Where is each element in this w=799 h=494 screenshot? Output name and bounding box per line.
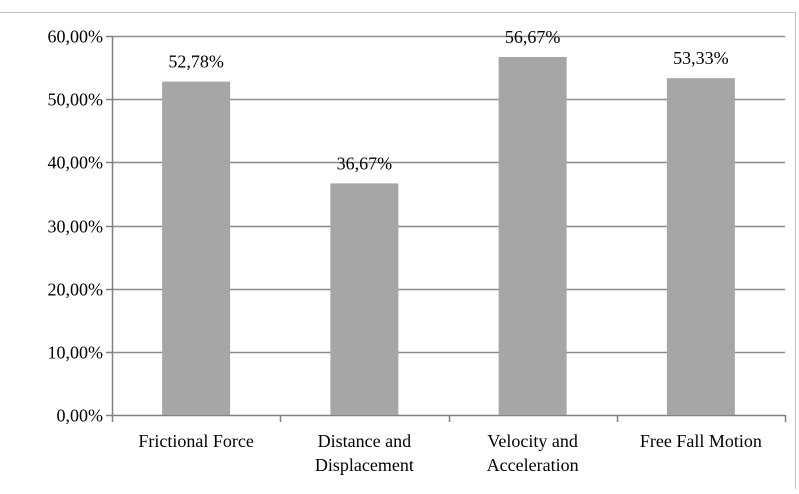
bars	[162, 57, 735, 416]
x-tick-label: Velocity and	[487, 431, 577, 451]
y-axis: 0,00% 10,00% 20,00% 30,00% 40,00% 50,00% 60,00…	[48, 27, 114, 426]
x-tick-label: Displacement	[315, 455, 414, 475]
bar	[162, 81, 231, 416]
y-tick-label: 40,00%	[48, 153, 104, 173]
bar	[498, 57, 567, 416]
y-tick-label: 30,00%	[48, 217, 104, 237]
x-tick-label: Distance and	[318, 431, 411, 451]
x-axis: Frictional Force Distance and Displacement…	[111, 414, 787, 475]
y-tick-label: 0,00%	[57, 406, 104, 426]
x-tick-label: Frictional Force	[138, 431, 253, 451]
x-tick-label: Acceleration	[487, 455, 579, 475]
data-label: 53,33%	[673, 48, 729, 68]
y-tick-label: 60,00%	[48, 27, 104, 47]
data-label: 52,78%	[168, 52, 224, 72]
bar	[666, 78, 735, 415]
data-label: 56,67%	[505, 27, 561, 47]
y-tick-label: 50,00%	[48, 90, 104, 110]
data-labels: 52,78% 36,67% 56,67% 53,33%	[168, 27, 728, 173]
data-label: 36,67%	[337, 153, 393, 173]
y-tick-label: 10,00%	[48, 343, 104, 363]
y-tick-label: 20,00%	[48, 280, 104, 300]
chart-border	[0, 12, 796, 489]
bar	[330, 183, 399, 415]
x-tick-label: Free Fall Motion	[640, 431, 762, 451]
